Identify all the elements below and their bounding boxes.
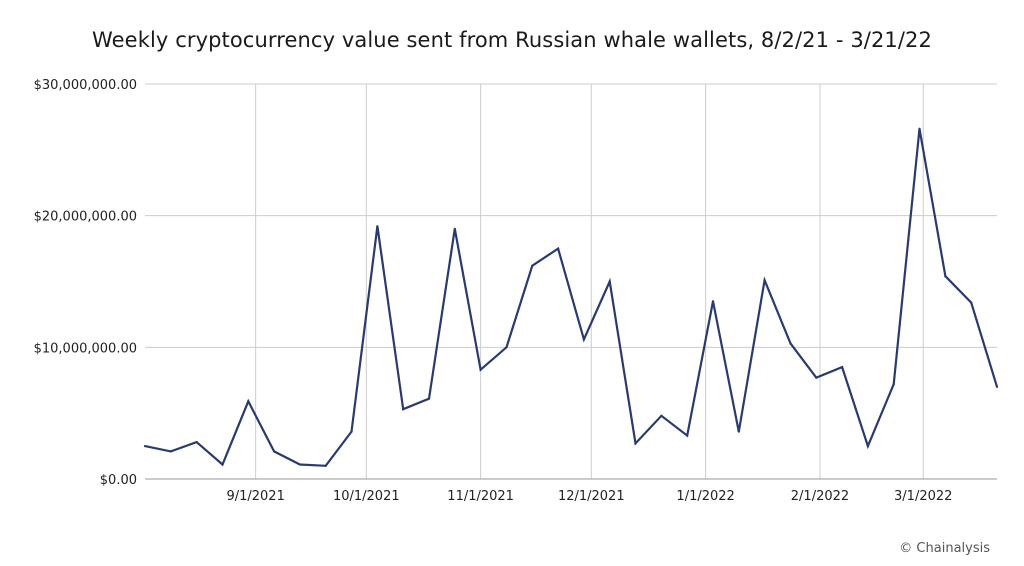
data-point bbox=[531, 264, 534, 267]
data-point bbox=[840, 365, 844, 369]
data-point bbox=[169, 450, 172, 453]
y-tick-label: $30,000,000.00 bbox=[34, 78, 137, 93]
data-point bbox=[866, 444, 870, 448]
data-point bbox=[970, 301, 973, 304]
x-tick-label: 9/1/2021 bbox=[226, 489, 284, 504]
data-point bbox=[376, 225, 379, 228]
data-point bbox=[479, 368, 482, 371]
x-tick-label: 3/1/2022 bbox=[894, 489, 952, 504]
x-axis-ticks: 9/1/2021 10/1/2021 11/1/2021 12/1/2021 1/1/2… bbox=[226, 489, 952, 504]
data-point bbox=[221, 463, 224, 466]
x-tick-label: 10/1/2021 bbox=[333, 489, 400, 504]
x-tick-label: 2/1/2022 bbox=[791, 489, 849, 504]
data-point bbox=[505, 346, 508, 349]
data-point bbox=[324, 464, 327, 467]
data-point bbox=[247, 400, 250, 403]
gridlines bbox=[145, 83, 997, 480]
data-point bbox=[427, 397, 431, 400]
data-point bbox=[711, 300, 715, 303]
data-point bbox=[686, 434, 689, 437]
data-point bbox=[298, 463, 302, 466]
chart-title: Weekly cryptocurrency value sent from Ru… bbox=[92, 28, 932, 52]
series-line bbox=[144, 128, 999, 467]
y-axis-ticks: $0.00 $10,000,000.00 $20,000,000.00 $30,000… bbox=[34, 78, 137, 488]
data-point bbox=[453, 227, 456, 230]
data-point bbox=[815, 376, 818, 379]
data-point bbox=[608, 280, 611, 283]
data-point bbox=[789, 342, 792, 345]
data-point bbox=[556, 247, 560, 250]
data-point bbox=[660, 414, 663, 417]
source-credit: © Chainalysis bbox=[899, 541, 990, 556]
y-tick-label: $0.00 bbox=[100, 473, 137, 488]
data-point bbox=[737, 430, 740, 433]
x-tick-label: 12/1/2021 bbox=[558, 489, 625, 504]
data-point bbox=[402, 408, 405, 411]
x-tick-label: 1/1/2022 bbox=[676, 489, 734, 504]
x-tick-label: 11/1/2021 bbox=[447, 489, 514, 504]
y-tick-label: $10,000,000.00 bbox=[34, 341, 137, 356]
data-point bbox=[195, 441, 198, 444]
data-point bbox=[918, 127, 921, 130]
data-point bbox=[944, 275, 947, 278]
data-point bbox=[634, 442, 637, 445]
data-point bbox=[763, 279, 766, 282]
data-point bbox=[582, 338, 586, 341]
data-point bbox=[143, 444, 147, 448]
y-tick-label: $20,000,000.00 bbox=[34, 210, 137, 225]
series bbox=[143, 127, 999, 467]
data-point bbox=[892, 383, 895, 386]
data-point bbox=[995, 385, 999, 388]
data-point bbox=[272, 450, 276, 453]
data-point bbox=[350, 430, 353, 433]
